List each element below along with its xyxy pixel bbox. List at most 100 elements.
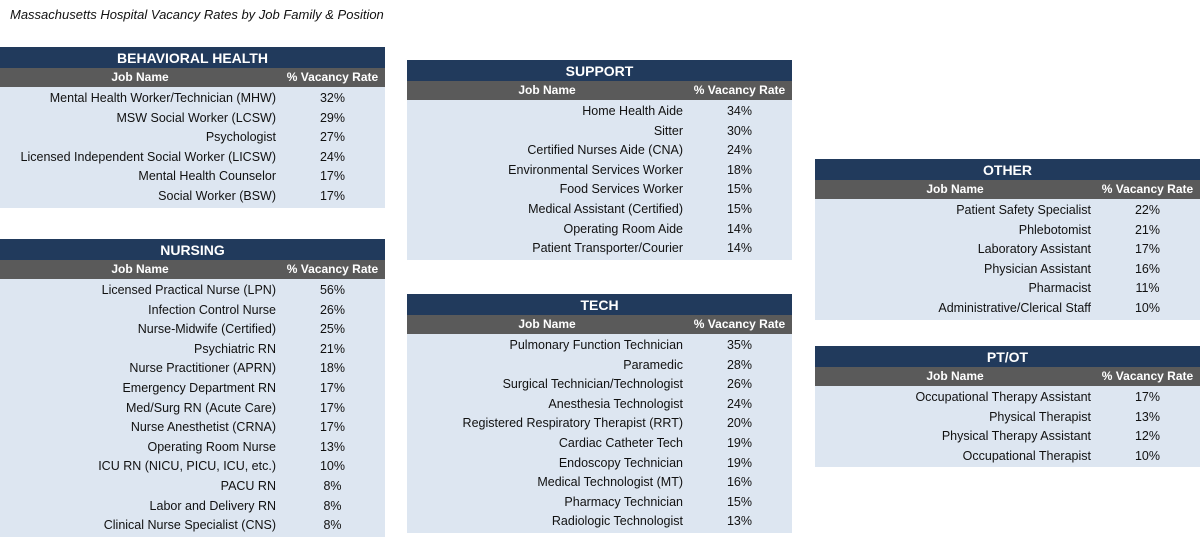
table-row: Endoscopy Technician 19% bbox=[407, 454, 792, 474]
job-name-cell: Laboratory Assistant bbox=[977, 242, 1091, 257]
vacancy-rate-cell: 8% bbox=[323, 478, 342, 493]
table-row: Operating Room Aide 14% bbox=[407, 220, 792, 240]
job-name-cell: Phlebotomist bbox=[1018, 222, 1091, 237]
job-name-cell: Endoscopy Technician bbox=[558, 455, 683, 470]
vacancy-rate-cell: 15% bbox=[726, 182, 753, 197]
column-header-job-name: Job Name bbox=[111, 262, 169, 276]
job-name-cell: Certified Nurses Aide (CNA) bbox=[527, 143, 683, 158]
table-row: Pharmacist 11% bbox=[815, 279, 1200, 299]
table-row: Nurse-Midwife (Certified) 25% bbox=[0, 320, 385, 340]
table-row: Physical Therapy Assistant 12% bbox=[815, 427, 1200, 447]
column-header-vacancy-rate: % Vacancy Rate bbox=[286, 262, 379, 276]
vacancy-rate-cell: 17% bbox=[1134, 242, 1161, 257]
panel-heading: PT/OT bbox=[815, 346, 1200, 367]
column-header-vacancy-rate: % Vacancy Rate bbox=[693, 317, 786, 331]
job-name-cell: Administrative/Clerical Staff bbox=[938, 300, 1091, 315]
vacancy-rate-cell: 27% bbox=[319, 130, 346, 145]
vacancy-rate-cell: 19% bbox=[726, 455, 753, 470]
job-name-cell: Medical Technologist (MT) bbox=[537, 475, 683, 490]
job-name-cell: Nurse Anesthetist (CRNA) bbox=[130, 420, 276, 435]
vacancy-rate-cell: 17% bbox=[319, 400, 346, 415]
column-header-row: Job Name % Vacancy Rate bbox=[815, 367, 1200, 386]
table-row: Registered Respiratory Therapist (RRT) 20… bbox=[407, 414, 792, 434]
table-row: Food Services Worker 15% bbox=[407, 180, 792, 200]
job-name-cell: Mental Health Worker/Technician (MHW) bbox=[49, 91, 276, 105]
table-row: Mental Health Worker/Technician (MHW) 32% bbox=[0, 89, 385, 109]
table-row: Social Worker (BSW) 17% bbox=[0, 187, 385, 207]
table-row: Med/Surg RN (Acute Care) 17% bbox=[0, 399, 385, 419]
table-body: Patient Safety Specialist 22% Phlebotomist… bbox=[815, 199, 1200, 320]
panel-behavioral-health: BEHAVIORAL HEALTH Job Name % Vacancy Rate M… bbox=[0, 47, 385, 208]
table-row: Occupational Therapist 10% bbox=[815, 447, 1200, 467]
table-row: Laboratory Assistant 17% bbox=[815, 240, 1200, 260]
table-row: Anesthesia Technologist 24% bbox=[407, 395, 792, 415]
table-row: Licensed Independent Social Worker (LICS… bbox=[0, 148, 385, 168]
vacancy-rate-cell: 8% bbox=[323, 498, 342, 513]
vacancy-rate-cell: 16% bbox=[1134, 261, 1161, 276]
job-name-cell: Paramedic bbox=[623, 357, 683, 372]
table-row: Labor and Delivery RN 8% bbox=[0, 497, 385, 517]
job-name-cell: Pulmonary Function Technician bbox=[509, 338, 683, 352]
column-header-vacancy-rate: % Vacancy Rate bbox=[1101, 182, 1194, 196]
column-header-row: Job Name % Vacancy Rate bbox=[815, 180, 1200, 199]
page-title: Massachusetts Hospital Vacancy Rates by … bbox=[10, 7, 384, 22]
table-row: Phlebotomist 21% bbox=[815, 221, 1200, 241]
table-row: Sitter 30% bbox=[407, 122, 792, 142]
table-row: Occupational Therapy Assistant 17% bbox=[815, 388, 1200, 408]
vacancy-rate-cell: 10% bbox=[1134, 448, 1161, 463]
table-row: Paramedic 28% bbox=[407, 356, 792, 376]
table-row: ICU RN (NICU, PICU, ICU, etc.) 10% bbox=[0, 457, 385, 477]
vacancy-rate-cell: 19% bbox=[726, 435, 753, 450]
vacancy-rate-cell: 18% bbox=[726, 162, 753, 177]
vacancy-rate-cell: 17% bbox=[319, 188, 346, 203]
vacancy-rate-cell: 17% bbox=[319, 380, 346, 395]
table-body: Mental Health Worker/Technician (MHW) 32%… bbox=[0, 87, 385, 208]
table-row: Licensed Practical Nurse (LPN) 56% bbox=[0, 281, 385, 301]
table-row: Psychologist 27% bbox=[0, 128, 385, 148]
column-header-job-name: Job Name bbox=[926, 182, 984, 196]
job-name-cell: Social Worker (BSW) bbox=[158, 188, 276, 203]
vacancy-rate-cell: 24% bbox=[726, 396, 753, 411]
job-name-cell: Licensed Practical Nurse (LPN) bbox=[101, 283, 276, 297]
table-row: Physical Therapist 13% bbox=[815, 408, 1200, 428]
table-row: Administrative/Clerical Staff 10% bbox=[815, 299, 1200, 319]
table-row: Physician Assistant 16% bbox=[815, 260, 1200, 280]
table-row: Medical Technologist (MT) 16% bbox=[407, 473, 792, 493]
panel-heading: SUPPORT bbox=[407, 60, 792, 81]
job-name-cell: Patient Transporter/Courier bbox=[532, 241, 683, 256]
vacancy-rate-cell: 17% bbox=[319, 420, 346, 435]
job-name-cell: Nurse Practitioner (APRN) bbox=[129, 361, 276, 376]
job-name-cell: Medical Assistant (Certified) bbox=[528, 201, 683, 216]
vacancy-rate-cell: 21% bbox=[319, 341, 346, 356]
table-row: Nurse Practitioner (APRN) 18% bbox=[0, 359, 385, 379]
column-header-vacancy-rate: % Vacancy Rate bbox=[1101, 369, 1194, 383]
job-name-cell: MSW Social Worker (LCSW) bbox=[116, 110, 276, 125]
job-name-cell: Emergency Department RN bbox=[122, 380, 276, 395]
table-row: Medical Assistant (Certified) 15% bbox=[407, 200, 792, 220]
job-name-cell: Food Services Worker bbox=[559, 182, 683, 197]
job-name-cell: Pharmacist bbox=[1028, 281, 1091, 296]
job-name-cell: Physical Therapist bbox=[989, 409, 1091, 424]
table-body: Licensed Practical Nurse (LPN) 56% Infecti… bbox=[0, 279, 385, 537]
table-row: Mental Health Counselor 17% bbox=[0, 167, 385, 187]
vacancy-rate-cell: 26% bbox=[319, 302, 346, 317]
table-row: Pharmacy Technician 15% bbox=[407, 493, 792, 513]
job-name-cell: Sitter bbox=[653, 123, 683, 138]
job-name-cell: Surgical Technician/Technologist bbox=[502, 377, 683, 392]
table-body: Occupational Therapy Assistant 17% Physica… bbox=[815, 386, 1200, 468]
job-name-cell: Anesthesia Technologist bbox=[548, 396, 683, 411]
column-header-job-name: Job Name bbox=[518, 317, 576, 331]
job-name-cell: Radiologic Technologist bbox=[551, 514, 683, 529]
job-name-cell: Operating Room Aide bbox=[563, 221, 683, 236]
job-name-cell: Environmental Services Worker bbox=[508, 162, 683, 177]
table-body: Home Health Aide 34% Sitter 30% Certified Nu… bbox=[407, 100, 792, 260]
job-name-cell: Infection Control Nurse bbox=[148, 302, 276, 317]
vacancy-rate-cell: 10% bbox=[1134, 300, 1161, 315]
table-row: Patient Safety Specialist 22% bbox=[815, 201, 1200, 221]
panel-heading: OTHER bbox=[815, 159, 1200, 180]
vacancy-rate-cell: 18% bbox=[319, 361, 346, 376]
table-row: Radiologic Technologist 13% bbox=[407, 512, 792, 532]
vacancy-rate-cell: 26% bbox=[726, 377, 753, 392]
job-name-cell: Pharmacy Technician bbox=[564, 494, 683, 509]
table-row: Environmental Services Worker 18% bbox=[407, 161, 792, 181]
